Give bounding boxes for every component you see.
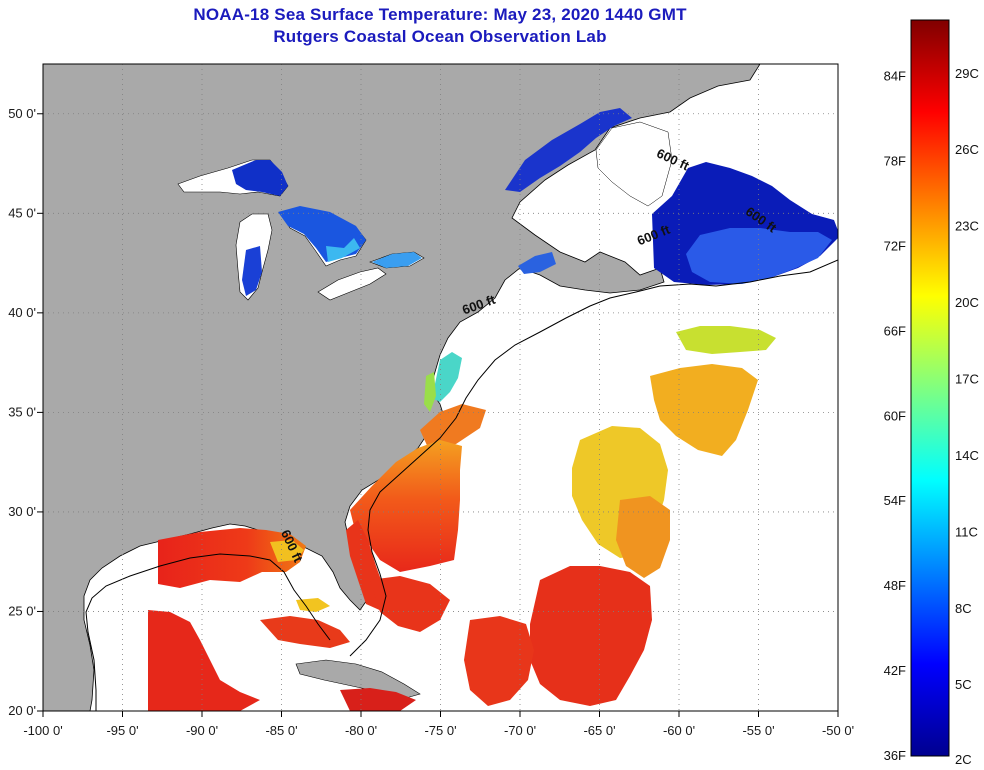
lon-tick-label: -55 0' — [742, 723, 774, 738]
colorbar-celsius-label: 17C — [955, 372, 979, 387]
sst-slope-sea-north — [676, 326, 776, 354]
colorbar-fahrenheit-label: 78F — [884, 154, 906, 169]
sst-caribbean — [340, 688, 416, 711]
colorbar-celsius-label: 26C — [955, 142, 979, 157]
colorbar-celsius-label: 20C — [955, 295, 979, 310]
sst-mid-atlantic-coast — [432, 352, 462, 402]
lat-tick-label: 35 0' — [8, 404, 36, 419]
sst-bahamas — [370, 576, 450, 632]
map-title-block: NOAA-18 Sea Surface Temperature: May 23,… — [0, 4, 880, 48]
lon-tick-label: -100 0' — [23, 723, 62, 738]
lon-tick-label: -95 0' — [106, 723, 138, 738]
lat-tick-label: 25 0' — [8, 603, 36, 618]
sst-lake-superior — [232, 160, 288, 196]
sst-gulf-of-mexico-north — [158, 528, 306, 588]
colorbar-celsius-labels: 2C 5C 8C 11C 14C 17C 20C 23C 26C 29C — [955, 66, 979, 767]
lon-tick-label: -80 0' — [345, 723, 377, 738]
sst-lake-michigan — [242, 246, 262, 296]
lon-tick-label: -90 0' — [186, 723, 218, 738]
lon-tick-label: -60 0' — [663, 723, 695, 738]
sst-lake-ontario — [372, 252, 422, 268]
lat-tick-label: 40 0' — [8, 305, 36, 320]
sst-lake-huron-shallow — [326, 238, 360, 262]
colorbar-celsius-label: 14C — [955, 448, 979, 463]
lon-tick-label: -50 0' — [822, 723, 854, 738]
sst-gulf-loop — [260, 616, 350, 648]
lake-erie — [317, 267, 387, 301]
colorbar-fahrenheit-label: 36F — [884, 748, 906, 763]
sst-scotian-shelf — [686, 228, 832, 284]
lon-tick-label: -85 0' — [265, 723, 297, 738]
colorbar-celsius-label: 8C — [955, 601, 972, 616]
lat-tick-label: 50 0' — [8, 106, 36, 121]
lat-axis: 20 0' 25 0' 30 0' 35 0' 40 0' 45 0' 50 0' — [8, 106, 43, 718]
sst-sargasso-patch-2 — [464, 616, 534, 706]
sst-gulf-of-mexico-south — [148, 610, 260, 711]
colorbar-gradient — [910, 19, 950, 757]
map-subtitle: Rutgers Coastal Ocean Observation Lab — [273, 27, 607, 46]
lon-tick-label: -70 0' — [504, 723, 536, 738]
sst-sargasso-patch — [530, 566, 652, 706]
sst-se-shelf — [350, 440, 462, 572]
sst-gulf-of-mexico-yellow-patch — [270, 540, 304, 562]
cuba-landmass — [295, 659, 421, 699]
colorbar-fahrenheit-labels: 36F 42F 48F 54F 60F 66F 72F 78F 84F — [884, 69, 906, 763]
colorbar-celsius-label: 5C — [955, 677, 972, 692]
sst-chesapeake — [424, 372, 436, 412]
lon-tick-label: -65 0' — [583, 723, 615, 738]
sst-offshore-band-1 — [650, 364, 758, 456]
gulf-st-lawrence-nodata — [595, 121, 673, 207]
colorbar-fahrenheit-label: 48F — [884, 578, 906, 593]
colorbar-fahrenheit-label: 84F — [884, 69, 906, 84]
colorbar-celsius-label: 29C — [955, 66, 979, 81]
sst-hatteras-band — [420, 404, 486, 452]
sst-florida-keys-patch — [296, 598, 330, 612]
colorbar-celsius-label: 2C — [955, 752, 972, 767]
lon-tick-label: -75 0' — [424, 723, 456, 738]
colorbar-fahrenheit-label: 42F — [884, 663, 906, 678]
colorbar-fahrenheit-label: 66F — [884, 323, 906, 338]
colorbar-fahrenheit-label: 54F — [884, 493, 906, 508]
lat-tick-label: 30 0' — [8, 504, 36, 519]
colorbar-celsius-label: 11C — [955, 524, 978, 539]
colorbar-celsius-label: 23C — [955, 219, 979, 234]
lat-tick-label: 45 0' — [8, 205, 36, 220]
sst-offshore-band-3 — [616, 496, 670, 578]
sst-gulf-of-maine — [518, 252, 556, 274]
lat-tick-label: 20 0' — [8, 703, 36, 718]
colorbar-fahrenheit-label: 60F — [884, 408, 906, 423]
sst-st-lawrence-estuary — [505, 108, 632, 192]
isobath-600ft — [85, 259, 838, 711]
map-title: NOAA-18 Sea Surface Temperature: May 23,… — [193, 5, 687, 24]
colorbar-fahrenheit-label: 72F — [884, 238, 906, 253]
lon-axis: -100 0' -95 0' -90 0' -85 0' -80 0' -75 0' -70… — [23, 711, 854, 738]
